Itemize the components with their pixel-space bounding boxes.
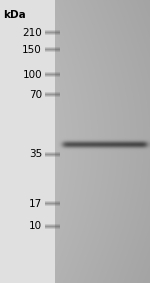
Text: 100: 100 [22, 70, 42, 80]
Text: 10: 10 [29, 221, 42, 231]
Text: 70: 70 [29, 90, 42, 100]
Text: 150: 150 [22, 44, 42, 55]
Text: 210: 210 [22, 27, 42, 38]
Text: 17: 17 [29, 199, 42, 209]
Text: kDa: kDa [3, 10, 26, 20]
Text: 35: 35 [29, 149, 42, 159]
